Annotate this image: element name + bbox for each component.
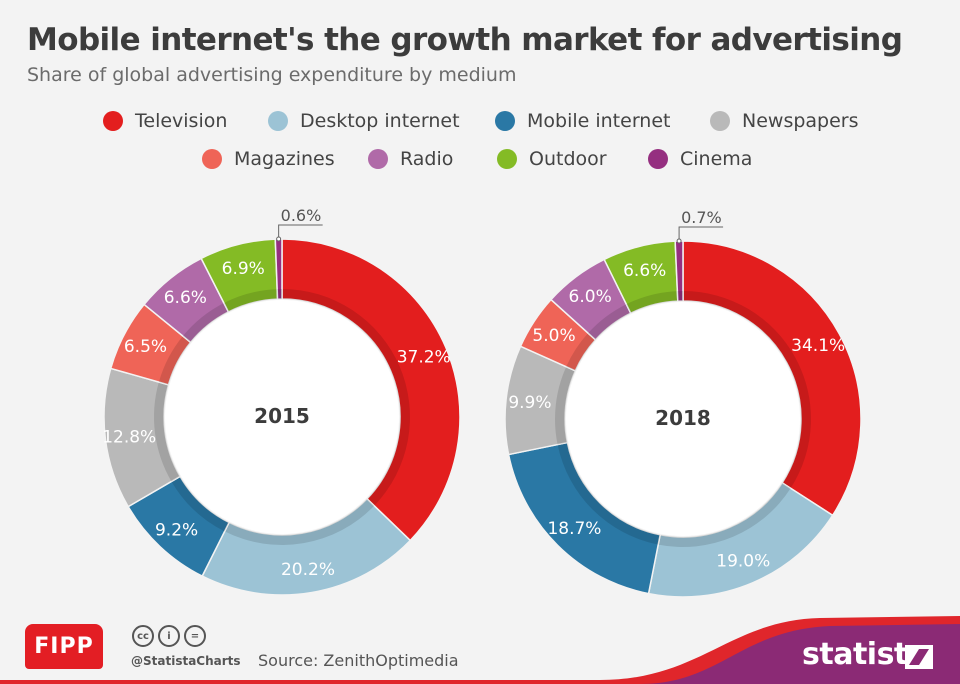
slice-inner-shade	[223, 289, 278, 312]
data-label: 9.2%	[155, 520, 198, 540]
legend-label: Mobile internet	[527, 110, 671, 132]
slice-inner-shade	[154, 382, 181, 482]
source-note: Source: ZenithOptimedia	[258, 651, 459, 670]
data-label: 0.7%	[681, 208, 722, 227]
legend-item-desktop-internet: Desktop internet	[268, 110, 460, 132]
slice-inner-shade	[282, 289, 410, 506]
legend-label: Television	[135, 110, 228, 132]
legend-swatch	[268, 111, 288, 131]
slice-inner-shade	[683, 291, 811, 489]
by-icon: i	[158, 625, 180, 647]
legend-label: Outdoor	[529, 148, 607, 170]
creative-commons-icons: cc i =	[132, 625, 206, 647]
legend-swatch	[648, 149, 668, 169]
data-label: 6.5%	[124, 337, 167, 357]
leader-dot	[676, 238, 682, 244]
slice-television	[682, 240, 862, 517]
leader-line	[678, 226, 724, 242]
slice-inner-shade	[566, 333, 596, 371]
leader-dot	[276, 236, 282, 242]
data-label: 19.0%	[716, 552, 770, 572]
legend-swatch	[497, 149, 517, 169]
cc-icon: cc	[132, 625, 154, 647]
slice-inner-shade	[555, 366, 576, 445]
legend-label: Cinema	[680, 148, 753, 170]
data-label: 6.6%	[623, 261, 666, 281]
legend-label: Magazines	[234, 148, 335, 170]
legend-label: Newspapers	[742, 110, 859, 132]
slice-inner-shade	[588, 304, 631, 340]
legend-item-outdoor: Outdoor	[497, 148, 607, 170]
legend-item-magazines: Magazines	[202, 148, 335, 170]
slice-inner-shade	[171, 476, 230, 532]
slice-inner-shade	[557, 442, 661, 545]
center-year-label: 2015	[254, 404, 310, 428]
center-year-label: 2018	[655, 406, 711, 430]
legend-item-mobile-internet: Mobile internet	[495, 110, 670, 132]
data-label: 5.0%	[532, 326, 575, 346]
slice-inner-shade	[626, 291, 678, 314]
chart-subtitle: Share of global advertising expenditure …	[27, 64, 517, 86]
data-label: 20.2%	[281, 560, 335, 580]
nd-icon: =	[184, 625, 206, 647]
footer-purple-band	[640, 624, 960, 684]
data-label: 6.0%	[569, 287, 612, 307]
legend-item-television: Television	[103, 110, 227, 132]
fipp-logo: FIPP	[25, 624, 103, 669]
donut-charts: 37.2%20.2%9.2%12.8%6.5%6.6%6.9%0.6%20153…	[102, 206, 862, 598]
legend-swatch	[368, 149, 388, 169]
slice-inner-shade	[277, 289, 282, 300]
slice-inner-shade	[182, 302, 229, 343]
data-label: 18.7%	[547, 519, 601, 539]
chart-title: Mobile internet's the growth market for …	[27, 22, 903, 58]
legend-item-newspapers: Newspapers	[710, 110, 859, 132]
donut-2018: 34.1% 19.0% 18.7% 9.9% 5.0% 6.0% 6.6% 0.7% 2018	[504, 208, 862, 598]
twitter-handle: @StatistaCharts	[131, 654, 241, 668]
statista-logo-icon	[905, 645, 933, 669]
data-label: 37.2%	[397, 348, 451, 368]
legend-swatch	[495, 111, 515, 131]
slice-inner-shade	[224, 498, 375, 545]
footer-banner	[0, 616, 960, 684]
slice-inner-shade	[658, 482, 791, 547]
legend-swatch	[202, 149, 222, 169]
legend-item-cinema: Cinema	[648, 148, 752, 170]
slice-television	[281, 238, 461, 542]
legend-swatch	[710, 111, 730, 131]
data-label: 6.9%	[222, 259, 265, 279]
data-label: 6.6%	[164, 288, 207, 308]
donut-hole	[566, 302, 800, 536]
legend-swatch	[103, 111, 123, 131]
legend-label: Radio	[400, 148, 454, 170]
leader-line	[278, 224, 323, 240]
slice-inner-shade	[677, 291, 683, 302]
data-label: 12.8%	[102, 427, 156, 447]
slice-inner-shade	[158, 336, 191, 385]
legend-item-radio: Radio	[368, 148, 453, 170]
data-label: 0.6%	[281, 206, 322, 225]
data-label: 9.9%	[508, 393, 551, 413]
data-label: 34.1%	[791, 336, 845, 356]
legend-label: Desktop internet	[300, 110, 460, 132]
donut-hole	[165, 300, 399, 534]
donut-2015: 37.2% 20.2% 9.2% 12.8% 6.5% 6.6% 6.9% 0.6% 2015	[102, 206, 461, 596]
